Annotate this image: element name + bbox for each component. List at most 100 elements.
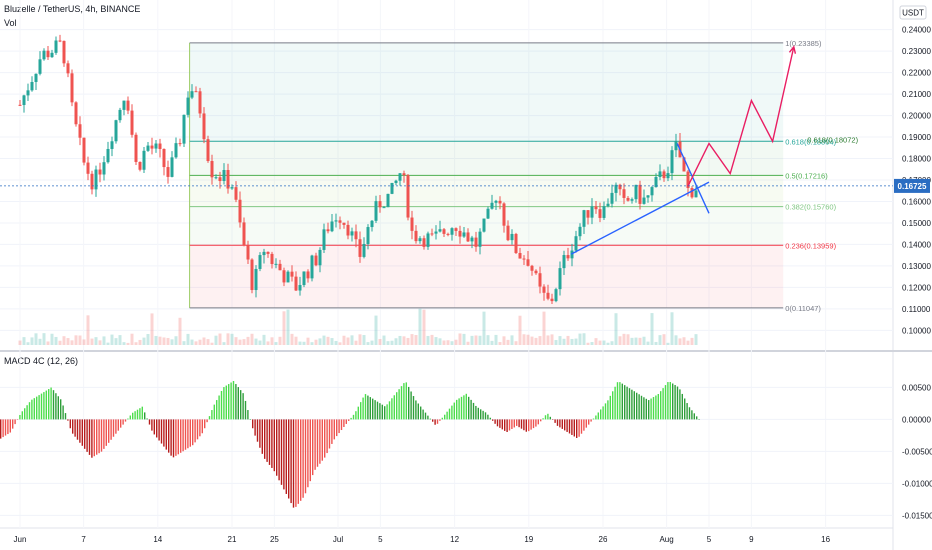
candle-body xyxy=(398,173,402,181)
macd-bar xyxy=(350,417,352,420)
candle-body xyxy=(282,270,286,283)
macd-bar xyxy=(36,396,38,420)
macd-bar xyxy=(532,419,535,429)
macd-bar xyxy=(422,409,424,420)
macd-bar xyxy=(206,419,208,423)
volume-bar xyxy=(622,333,626,345)
candle-body xyxy=(386,193,390,208)
volume-bar xyxy=(458,333,462,345)
macd-bar xyxy=(314,419,316,470)
macd-bar xyxy=(456,399,458,420)
candle-body xyxy=(178,143,182,145)
volume-bar xyxy=(646,341,650,345)
macd-bar xyxy=(511,419,513,429)
macd-bar xyxy=(386,404,388,420)
candle-body xyxy=(310,255,314,279)
volume-bar xyxy=(166,337,170,345)
macd-bar xyxy=(127,418,129,420)
volume-bar xyxy=(178,317,182,345)
macd-bar xyxy=(290,419,292,504)
trend-drawings[interactable] xyxy=(0,45,893,255)
macd-bar xyxy=(508,419,511,431)
macd-bar xyxy=(324,419,326,458)
volume-bar xyxy=(334,340,338,345)
volume-bar xyxy=(254,338,258,345)
macd-bar xyxy=(460,396,463,420)
macd-bar xyxy=(93,419,95,457)
candle-body xyxy=(362,244,366,257)
macd-bar xyxy=(266,419,268,462)
volume-bar xyxy=(494,334,498,345)
fib-level-label: 0.382(0.15760) xyxy=(785,203,836,212)
macd-bar xyxy=(470,399,472,420)
macd-axis[interactable]: 0.00500 0.00000 -0.00500 -0.01000 -0.01500 xyxy=(902,383,932,520)
macd-bar xyxy=(489,417,491,420)
candle-body xyxy=(642,197,646,204)
volume-bar xyxy=(326,336,330,345)
macd-bar xyxy=(537,419,539,425)
macd-bar xyxy=(417,403,419,420)
candle-body xyxy=(254,268,258,291)
macd-bar xyxy=(228,384,230,420)
macd-bar xyxy=(345,419,347,424)
time-axis[interactable]: Jun 7 14 21 25 Jul 5 12 19 26 Aug 5 9 16 xyxy=(14,535,831,544)
projection-arrowhead xyxy=(788,45,797,54)
candle-body xyxy=(674,141,678,151)
price-axis[interactable]: 0.24000 0.23000 0.22000 0.21000 0.20000 0.190… xyxy=(902,26,931,336)
volume-bar xyxy=(562,338,566,345)
macd-bar xyxy=(374,400,376,420)
volume-bar xyxy=(50,333,54,345)
macd-bar xyxy=(676,386,679,420)
candle-body xyxy=(158,143,162,149)
candle-body xyxy=(238,199,242,223)
volume-bar xyxy=(362,335,366,345)
volume-bar xyxy=(642,336,646,345)
macd-bar xyxy=(432,419,434,422)
macd-bar xyxy=(295,419,297,507)
volume-bar xyxy=(486,335,490,345)
volume-bar xyxy=(134,342,138,345)
candle-body xyxy=(538,273,542,287)
fibonacci-retracement[interactable]: 1(0.23385) 0.618(0.18804) 0.5(0.17216) 0.38… xyxy=(189,39,859,313)
volume-bar xyxy=(430,334,434,345)
macd-bar xyxy=(134,411,136,420)
macd-bar xyxy=(624,385,626,420)
volume-bar xyxy=(110,334,114,345)
volume-bar xyxy=(418,308,422,345)
macd-bar xyxy=(141,406,143,420)
macd-bar xyxy=(280,419,283,485)
macd-bar xyxy=(24,408,26,420)
macd-bar xyxy=(535,419,537,427)
candle-body xyxy=(438,229,442,232)
macd-bar xyxy=(321,419,323,461)
currency-badge[interactable]: USDT xyxy=(899,5,927,20)
candle-body xyxy=(370,220,374,228)
volume-bar xyxy=(146,334,150,345)
macd-bar xyxy=(494,419,496,424)
time-tick-label: 25 xyxy=(270,535,279,544)
macd-tick-label: 0.00000 xyxy=(902,415,931,424)
volume-bar xyxy=(442,340,446,345)
volume-bar xyxy=(558,336,562,345)
volume-bar xyxy=(86,315,90,345)
macd-bar xyxy=(513,419,515,428)
volume-bar xyxy=(526,334,530,345)
volume-bar xyxy=(382,335,386,345)
candle-body xyxy=(30,81,34,91)
candle-body xyxy=(462,232,466,237)
macd-bar xyxy=(631,389,633,420)
candle-body xyxy=(494,200,498,203)
candle-body xyxy=(222,170,226,182)
macd-bar xyxy=(19,414,21,420)
macd-bar xyxy=(98,419,100,454)
macd-bar xyxy=(626,386,628,420)
volume-bar xyxy=(426,335,430,345)
candle-body xyxy=(294,276,298,291)
volume-bar xyxy=(438,338,442,345)
volume-bar xyxy=(258,340,262,345)
volume-bar xyxy=(58,340,62,345)
price-tick-label: 0.13000 xyxy=(902,262,931,271)
fib-level-label: 0.618(0.18804) xyxy=(785,137,836,146)
macd-bar xyxy=(554,419,556,423)
